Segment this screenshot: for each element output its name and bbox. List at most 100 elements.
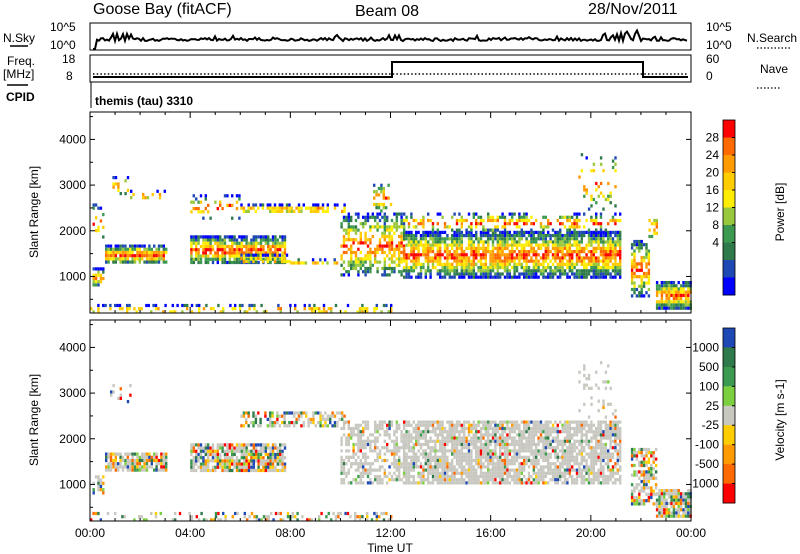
power-cell xyxy=(682,290,685,294)
power-cell xyxy=(97,270,100,274)
velocity-cell xyxy=(319,414,322,418)
velocity-cell xyxy=(226,468,229,473)
velocity-cell xyxy=(417,430,420,434)
velocity-cell xyxy=(439,471,442,475)
velocity-cell xyxy=(257,459,260,463)
power-cell xyxy=(542,230,545,234)
power-cell xyxy=(484,234,487,238)
power-cell xyxy=(322,303,326,308)
power-cell xyxy=(595,246,598,250)
velocity-cell xyxy=(453,449,456,453)
power-cell xyxy=(477,253,480,257)
velocity-cell xyxy=(551,471,555,475)
velocity-cell xyxy=(240,456,243,460)
power-cell xyxy=(250,244,253,249)
power-cell xyxy=(472,253,475,257)
power-cell xyxy=(415,237,418,241)
power-colorbar-label: 16 xyxy=(706,183,720,197)
power-cell xyxy=(383,273,386,277)
velocity-cell xyxy=(489,439,492,443)
power-cell xyxy=(672,284,676,288)
power-cell xyxy=(556,262,559,266)
power-cell xyxy=(271,235,275,239)
velocity-cell xyxy=(503,471,507,475)
power-cell xyxy=(647,275,651,279)
velocity-cell xyxy=(359,465,362,469)
velocity-cell xyxy=(136,452,139,456)
power-cell xyxy=(566,243,569,247)
velocity-cell xyxy=(472,446,475,450)
velocity-cell xyxy=(477,474,480,479)
power-cell xyxy=(226,244,229,249)
velocity-cell xyxy=(190,468,193,473)
power-cell xyxy=(446,272,449,276)
velocity-cell xyxy=(551,436,555,440)
power-cell xyxy=(460,218,463,223)
power-cell xyxy=(424,234,427,238)
power-cell xyxy=(458,230,461,234)
power-cell xyxy=(190,310,194,314)
power-cell xyxy=(453,259,456,263)
velocity-cell xyxy=(259,452,263,457)
velocity-cell xyxy=(513,471,516,475)
power-cell xyxy=(619,272,622,276)
velocity-cell xyxy=(160,465,163,469)
velocity-cell xyxy=(359,423,362,427)
power-cell xyxy=(563,246,567,250)
velocity-cell xyxy=(556,471,559,475)
power-cell xyxy=(94,273,98,277)
velocity-cell xyxy=(279,468,282,473)
power-cell xyxy=(341,209,344,213)
power-cell xyxy=(455,250,459,254)
velocity-cell xyxy=(436,474,439,479)
velocity-cell xyxy=(458,462,461,466)
velocity-cell xyxy=(434,420,437,424)
power-cell xyxy=(523,256,526,260)
velocity-cell xyxy=(342,426,346,431)
power-cell xyxy=(599,156,603,160)
power-cell xyxy=(520,243,523,247)
power-cell xyxy=(585,269,588,273)
power-cell xyxy=(551,272,555,276)
power-cell xyxy=(102,276,105,281)
velocity-cell xyxy=(266,424,269,428)
velocity-cell xyxy=(482,465,485,469)
velocity-cell xyxy=(431,439,435,443)
velocity-cell xyxy=(525,423,528,427)
velocity-cell xyxy=(523,423,526,427)
velocity-cell xyxy=(271,421,274,425)
power-cell xyxy=(279,244,282,249)
power-cell xyxy=(607,234,610,238)
power-cell xyxy=(148,244,151,248)
power-cell xyxy=(431,222,435,226)
power-cell xyxy=(458,256,461,260)
power-cell xyxy=(561,246,564,250)
velocity-cell xyxy=(343,414,346,418)
power-cell xyxy=(532,240,535,244)
power-cell xyxy=(250,260,253,265)
velocity-cell xyxy=(347,426,350,431)
power-cell xyxy=(371,263,374,267)
velocity-cell xyxy=(157,458,161,463)
velocity-cell xyxy=(491,455,495,459)
power-cell xyxy=(494,275,497,279)
power-cell xyxy=(527,266,531,270)
power-cell xyxy=(352,250,355,255)
velocity-cell xyxy=(412,442,415,447)
velocity-cell xyxy=(465,452,468,456)
velocity-cell xyxy=(329,421,332,425)
power-cell xyxy=(513,237,516,241)
power-cell xyxy=(382,190,385,194)
velocity-cell xyxy=(219,518,222,522)
velocity-cell xyxy=(429,465,432,469)
power-cell xyxy=(259,203,262,207)
velocity-cell xyxy=(563,481,567,485)
velocity-cell xyxy=(148,458,151,463)
velocity-cell xyxy=(443,465,447,469)
power-cell xyxy=(105,250,108,255)
velocity-cell xyxy=(415,458,418,463)
power-cell xyxy=(645,265,648,269)
velocity-cell xyxy=(150,458,153,463)
velocity-cell xyxy=(559,420,562,424)
velocity-cell xyxy=(114,452,117,456)
